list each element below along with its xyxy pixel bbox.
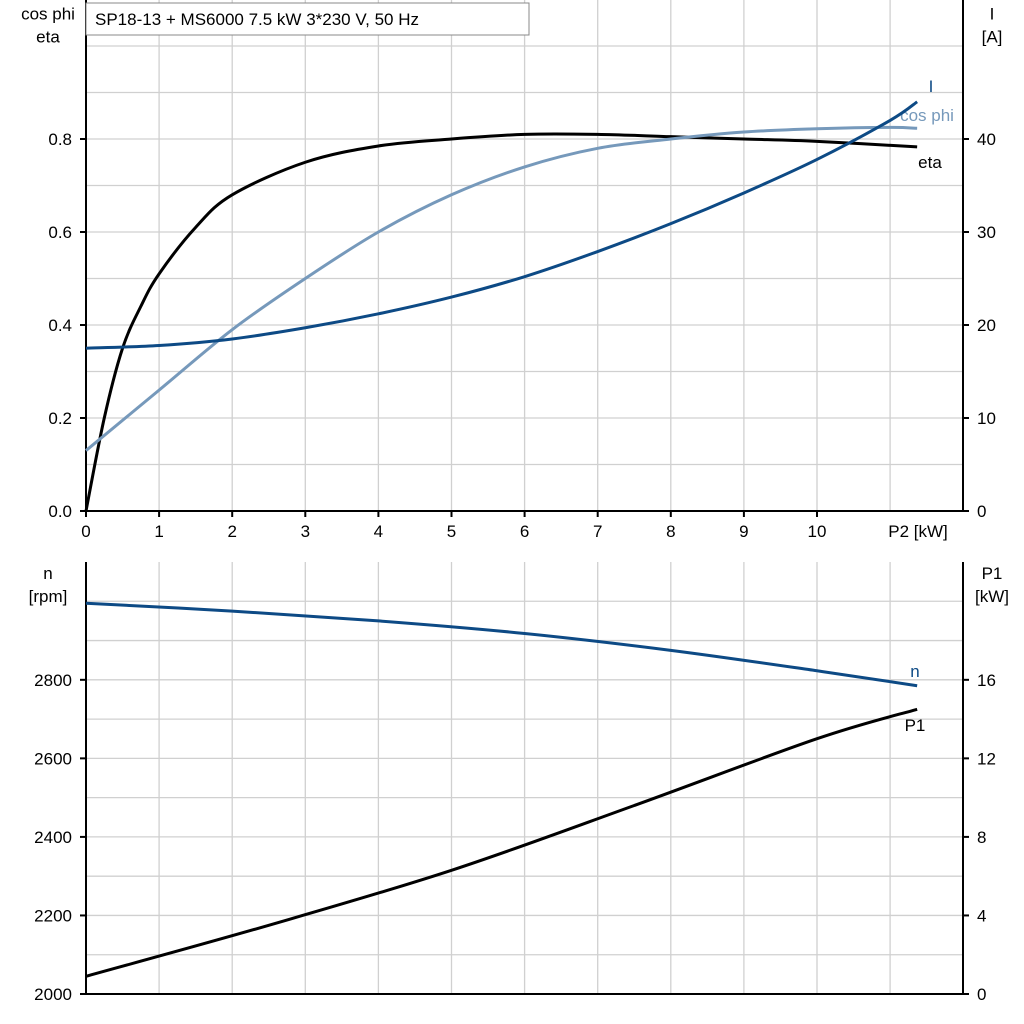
y-right-axis-label: [A] xyxy=(982,28,1003,47)
series-line-P1 xyxy=(85,707,918,978)
y-left-axis-label: [rpm] xyxy=(29,587,68,606)
y-left-tick-label: 2600 xyxy=(34,749,72,768)
y-left-tick-label: 0.2 xyxy=(48,409,72,428)
y-right-tick-label: 40 xyxy=(977,130,996,149)
x-tick-label: 10 xyxy=(808,522,827,541)
series-label-I: I xyxy=(929,77,934,96)
y-left-tick-label: 0.8 xyxy=(48,130,72,149)
y-right-tick-label: 4 xyxy=(977,906,986,925)
series-line-I xyxy=(85,100,919,350)
x-tick-label: 2 xyxy=(227,522,236,541)
series-line-eta xyxy=(84,132,918,512)
x-tick-label: 9 xyxy=(739,522,748,541)
x-tick-label: 6 xyxy=(520,522,529,541)
y-left-tick-label: 2000 xyxy=(34,985,72,1004)
y-left-tick-label: 2200 xyxy=(34,906,72,925)
y-left-tick-label: 0.0 xyxy=(48,502,72,521)
x-tick-label: 3 xyxy=(301,522,310,541)
series-label-eta: eta xyxy=(918,153,942,172)
y-right-axis-label: [kW] xyxy=(975,587,1009,606)
y-left-tick-label: 2800 xyxy=(34,671,72,690)
y-right-tick-label: 12 xyxy=(977,749,996,768)
x-tick-label: 5 xyxy=(447,522,456,541)
series-line-n xyxy=(85,601,918,688)
series-label-n: n xyxy=(910,662,919,681)
series-line-cos-phi xyxy=(85,125,918,452)
y-right-tick-label: 30 xyxy=(977,223,996,242)
chart-title: SP18-13 + MS6000 7.5 kW 3*230 V, 50 Hz xyxy=(95,10,419,29)
x-tick-label: 0 xyxy=(81,522,90,541)
y-left-axis-label: eta xyxy=(36,28,60,47)
y-right-axis-label: I xyxy=(990,5,995,24)
x-tick-label: 7 xyxy=(593,522,602,541)
x-tick-label: 1 xyxy=(154,522,163,541)
y-left-axis-label: n xyxy=(43,564,52,583)
y-left-tick-label: 0.4 xyxy=(48,316,72,335)
y-right-tick-label: 16 xyxy=(977,671,996,690)
x-tick-label: 8 xyxy=(666,522,675,541)
y-right-tick-label: 8 xyxy=(977,828,986,847)
title-box xyxy=(85,2,530,36)
series-label-cos-phi: cos phi xyxy=(900,106,954,125)
series-label-P1: P1 xyxy=(905,716,926,735)
top-chart: 0.0 0.2 0.4 0.6 0.8 0 10 20 30 40 cos phi eta I [A] 0 1… xyxy=(21,0,1002,541)
y-right-axis-label: P1 xyxy=(982,564,1003,583)
bottom-chart: 2000 2200 2400 2600 2800 0 4 8 12 16 n [rpm] P1 [kW] n… xyxy=(29,562,1009,1004)
x-tick-label: 4 xyxy=(374,522,383,541)
y-left-tick-label: 0.6 xyxy=(48,223,72,242)
y-right-tick-label: 0 xyxy=(977,502,986,521)
y-right-tick-label: 0 xyxy=(977,985,986,1004)
y-right-tick-label: 10 xyxy=(977,409,996,428)
x-axis-label: P2 [kW] xyxy=(888,522,948,541)
y-right-tick-label: 20 xyxy=(977,316,996,335)
y-left-axis-label: cos phi xyxy=(21,5,75,24)
y-left-tick-label: 2400 xyxy=(34,828,72,847)
